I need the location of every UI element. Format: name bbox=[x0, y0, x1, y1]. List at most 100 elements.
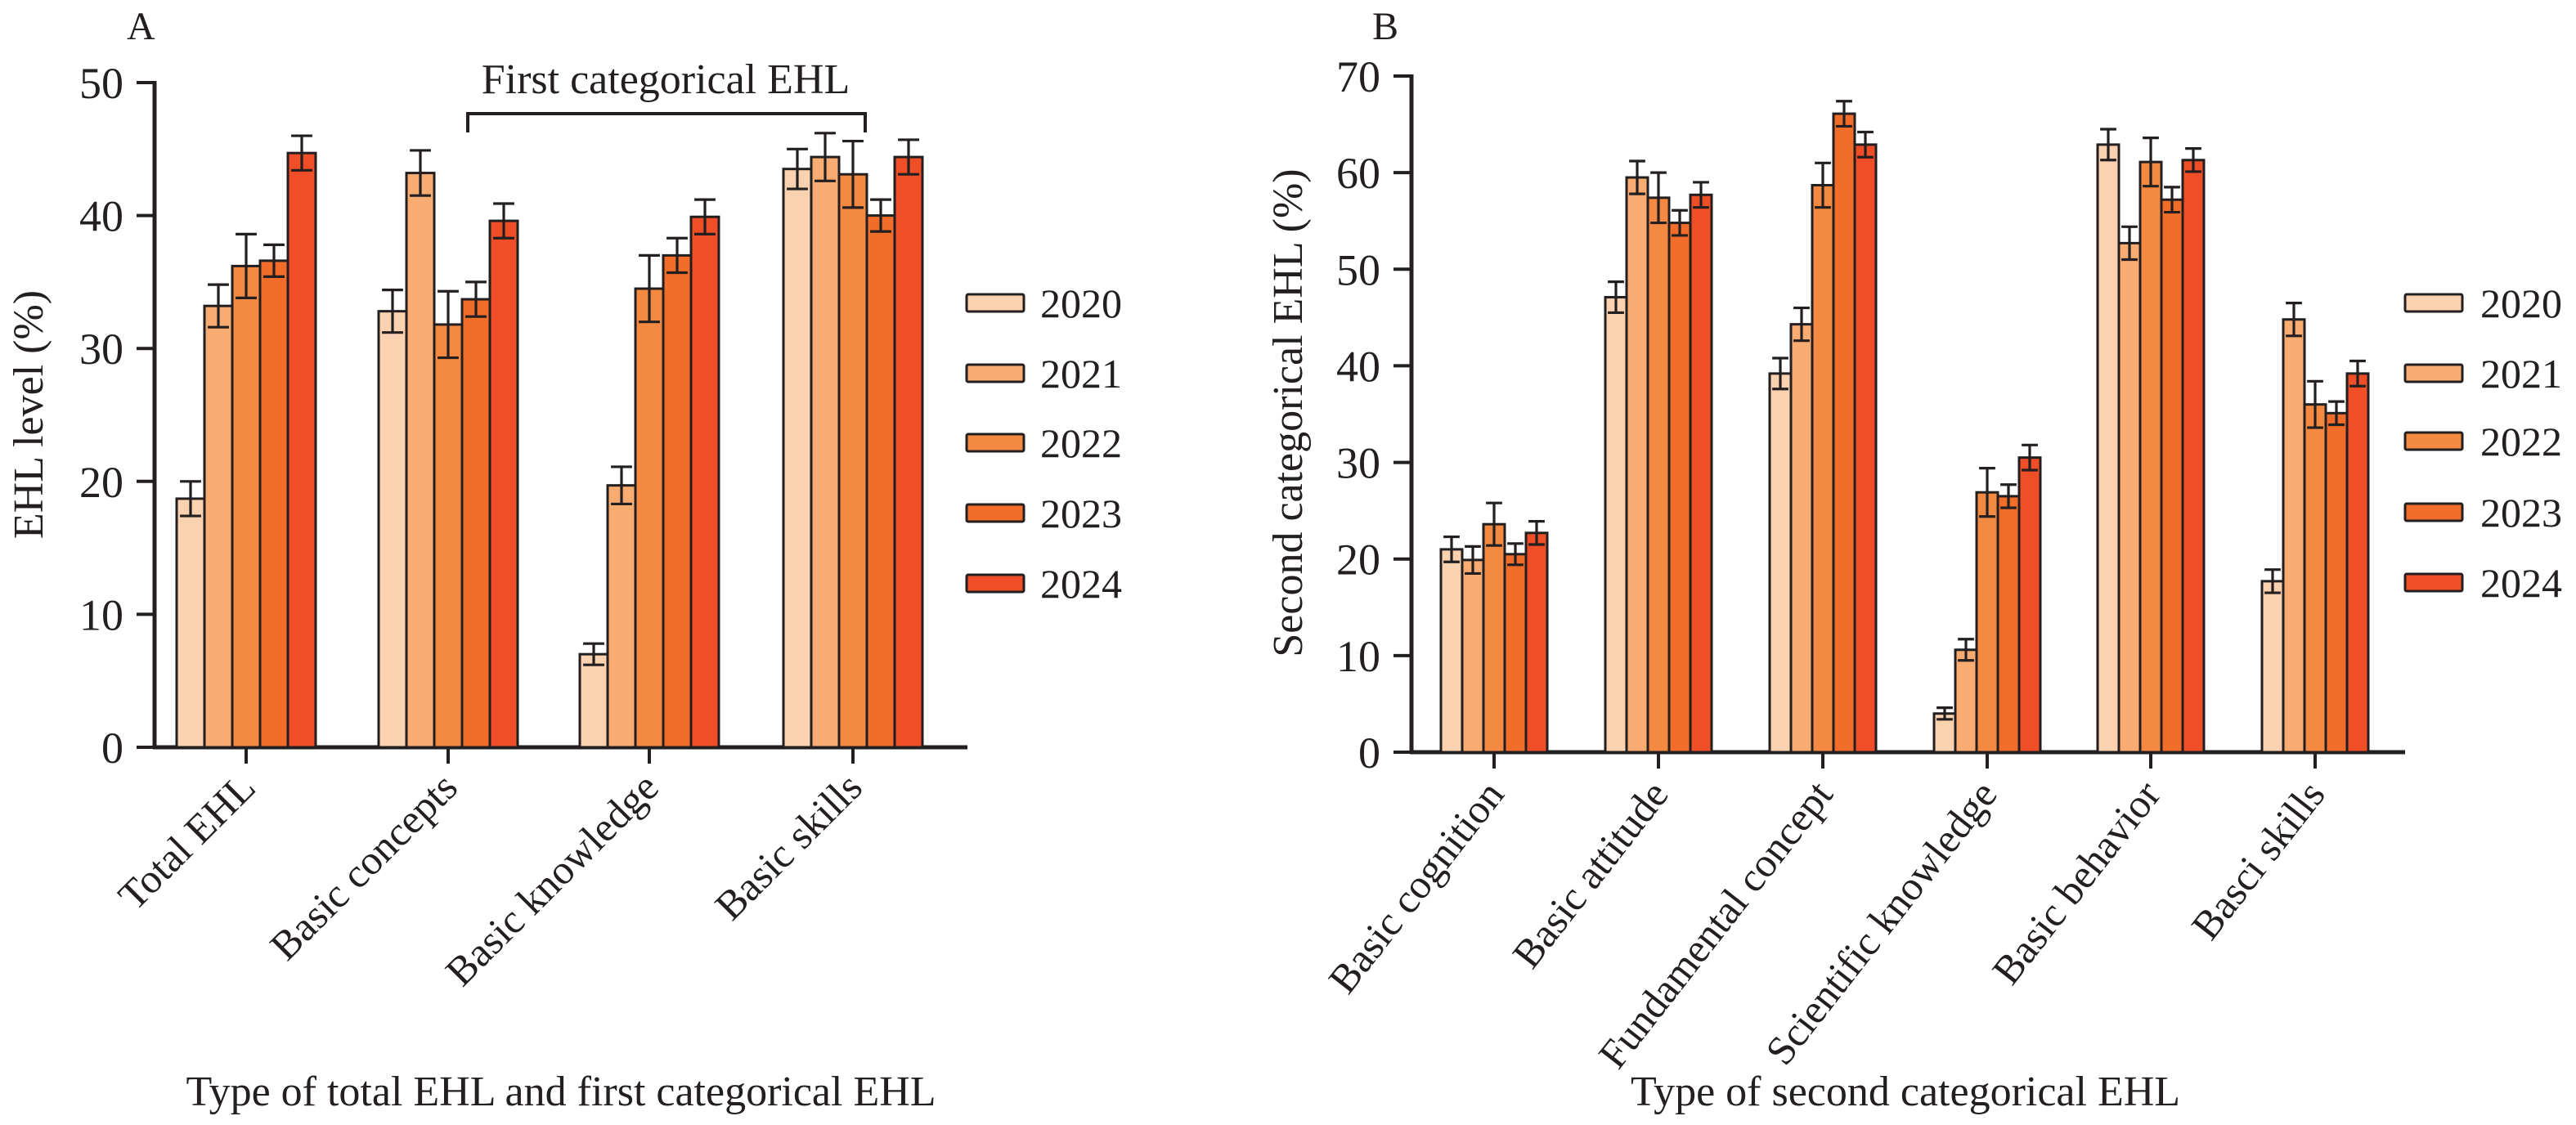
x-category-label: Basic concepts bbox=[261, 764, 466, 969]
x-category-label: Basci skills bbox=[2182, 772, 2333, 948]
bar bbox=[2303, 403, 2327, 754]
error-bar bbox=[870, 198, 891, 233]
panel-b-chart: B Second categorical EHL (%) Type of sec… bbox=[1265, 5, 2562, 1115]
bar bbox=[1832, 112, 1856, 754]
error-bar bbox=[1857, 130, 1874, 159]
error-bar bbox=[1979, 467, 1995, 518]
bar bbox=[662, 253, 693, 749]
error-bar bbox=[898, 138, 919, 176]
bar bbox=[2160, 198, 2184, 754]
bar bbox=[1768, 372, 1793, 754]
error-bar bbox=[2000, 483, 2017, 509]
bar bbox=[1625, 176, 1649, 754]
error-bar bbox=[815, 132, 836, 182]
error-bar bbox=[666, 236, 688, 275]
legend-item: 2020 bbox=[2403, 280, 2562, 326]
bar bbox=[2282, 318, 2306, 754]
legend-swatch bbox=[2403, 363, 2464, 383]
legend-label: 2022 bbox=[1040, 420, 1122, 466]
legend-item: 2024 bbox=[965, 561, 1122, 607]
bar bbox=[689, 215, 720, 749]
error-bar bbox=[2264, 568, 2281, 594]
x-category-label: Basic cognition bbox=[1319, 772, 1512, 1002]
error-bar bbox=[2328, 400, 2345, 427]
bar bbox=[1503, 553, 1528, 754]
y-tick-label: 30 bbox=[1336, 439, 1380, 488]
legend-label: 2021 bbox=[1040, 351, 1122, 397]
error-bar bbox=[1772, 356, 1788, 391]
error-bar bbox=[382, 289, 403, 334]
bar bbox=[1667, 222, 1692, 754]
bar bbox=[2117, 241, 2142, 754]
legend-swatch bbox=[2403, 431, 2464, 451]
legend-swatch bbox=[2403, 572, 2464, 593]
legend-swatch bbox=[965, 293, 1025, 313]
panel-a-bars bbox=[175, 132, 924, 749]
error-bar bbox=[1936, 706, 1953, 721]
bar bbox=[810, 155, 841, 749]
error-bar bbox=[410, 149, 431, 197]
x-category-label: Total EHL bbox=[109, 764, 263, 918]
error-bar bbox=[2121, 225, 2138, 262]
y-tick-label: 0 bbox=[101, 724, 123, 773]
bar-group bbox=[377, 149, 519, 749]
error-bar bbox=[2022, 443, 2038, 472]
error-bar bbox=[1608, 280, 1624, 315]
legend-swatch bbox=[965, 433, 1025, 453]
panel-a-y-axis: 0 10 20 30 40 50 bbox=[79, 59, 157, 773]
error-bar bbox=[2164, 186, 2180, 214]
legend-item: 2022 bbox=[965, 420, 1122, 466]
legend-label: 2023 bbox=[2480, 490, 2562, 536]
bar bbox=[893, 155, 924, 749]
panel-b-x-axis-title: Type of second categorical EHL bbox=[1631, 1069, 2180, 1115]
error-bar bbox=[2185, 147, 2201, 173]
legend-item: 2023 bbox=[2403, 490, 2562, 536]
x-category-label: Basic behavior bbox=[1983, 772, 2170, 993]
bar bbox=[578, 652, 609, 749]
bar bbox=[1689, 193, 1713, 754]
bar bbox=[433, 323, 464, 749]
panel-a-y-axis-title: EHL level (%) bbox=[6, 290, 52, 539]
bar bbox=[606, 484, 637, 749]
bar bbox=[634, 287, 665, 749]
y-tick-label: 20 bbox=[1336, 536, 1380, 585]
bar bbox=[231, 264, 262, 749]
error-bar bbox=[611, 465, 632, 506]
bar bbox=[2096, 143, 2120, 754]
bar bbox=[2138, 160, 2163, 754]
bar bbox=[1975, 491, 1999, 754]
legend-item: 2021 bbox=[965, 351, 1122, 397]
bar bbox=[782, 168, 813, 749]
y-tick-label: 20 bbox=[79, 458, 123, 507]
error-bar bbox=[1629, 159, 1645, 195]
y-tick-label: 60 bbox=[1336, 149, 1380, 198]
panel-b-y-axis-title: Second categorical EHL (%) bbox=[1265, 168, 1312, 657]
legend-swatch bbox=[2403, 293, 2464, 313]
error-bar bbox=[493, 202, 514, 240]
panel-a-legend: 2020 2021 2022 2023 2024 bbox=[965, 280, 1122, 607]
error-bar bbox=[1650, 171, 1667, 225]
legend-swatch bbox=[965, 573, 1025, 594]
bar-group bbox=[2096, 128, 2206, 754]
legend-label: 2024 bbox=[1040, 561, 1122, 607]
bar bbox=[488, 219, 519, 749]
bracket-annotation-label: First categorical EHL bbox=[482, 56, 850, 103]
panel-a-x-axis-title: Type of total EHL and first categorical … bbox=[186, 1069, 936, 1115]
legend-label: 2024 bbox=[2480, 560, 2562, 606]
bar bbox=[1811, 184, 1835, 754]
bar bbox=[175, 497, 206, 749]
x-category-label: Basic attitude bbox=[1503, 772, 1677, 976]
error-bar bbox=[2286, 302, 2302, 338]
bar bbox=[460, 298, 491, 749]
x-category-label: Basic knowledge bbox=[437, 764, 667, 994]
bar bbox=[1996, 495, 2021, 754]
legend-swatch bbox=[965, 363, 1025, 383]
legend-label: 2020 bbox=[1040, 280, 1122, 326]
first-categorical-bracket: First categorical EHL bbox=[466, 56, 867, 132]
panel-b-letter: B bbox=[1372, 5, 1398, 48]
bar bbox=[203, 304, 234, 749]
error-bar bbox=[1958, 638, 1974, 662]
